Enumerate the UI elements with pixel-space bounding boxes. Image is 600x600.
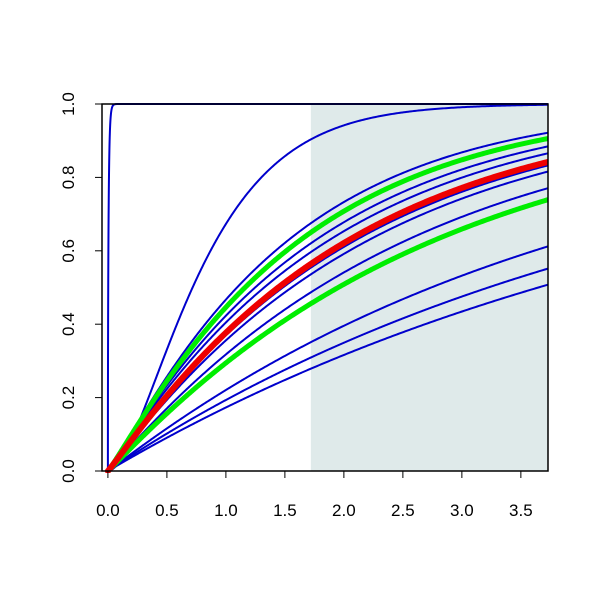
x-tick-label: 2.5 <box>391 501 415 520</box>
x-tick-label: 0.0 <box>96 501 120 520</box>
series-layer <box>104 103 548 473</box>
x-tick-label: 1.5 <box>273 501 297 520</box>
series-line-14 <box>104 158 548 473</box>
y-tick-label: 1.0 <box>59 92 78 116</box>
y-tick-label: 0.8 <box>59 166 78 190</box>
series-line-11 <box>106 283 548 472</box>
x-tick-label: 0.5 <box>155 501 179 520</box>
y-tick-label: 0.0 <box>59 459 78 483</box>
x-tick-label: 3.5 <box>509 501 533 520</box>
x-tick-label: 1.0 <box>214 501 238 520</box>
y-tick-label: 0.6 <box>59 239 78 263</box>
x-axis: 0.0 0.5 1.0 1.5 2.0 2.5 3.0 3.5 <box>96 470 533 520</box>
x-tick-label: 3.0 <box>450 501 474 520</box>
y-tick-label: 0.2 <box>59 386 78 410</box>
y-tick-label: 0.4 <box>59 312 78 336</box>
x-tick-label: 2.0 <box>332 501 356 520</box>
y-axis: 0.0 0.2 0.4 0.6 0.8 1.0 <box>59 92 103 483</box>
